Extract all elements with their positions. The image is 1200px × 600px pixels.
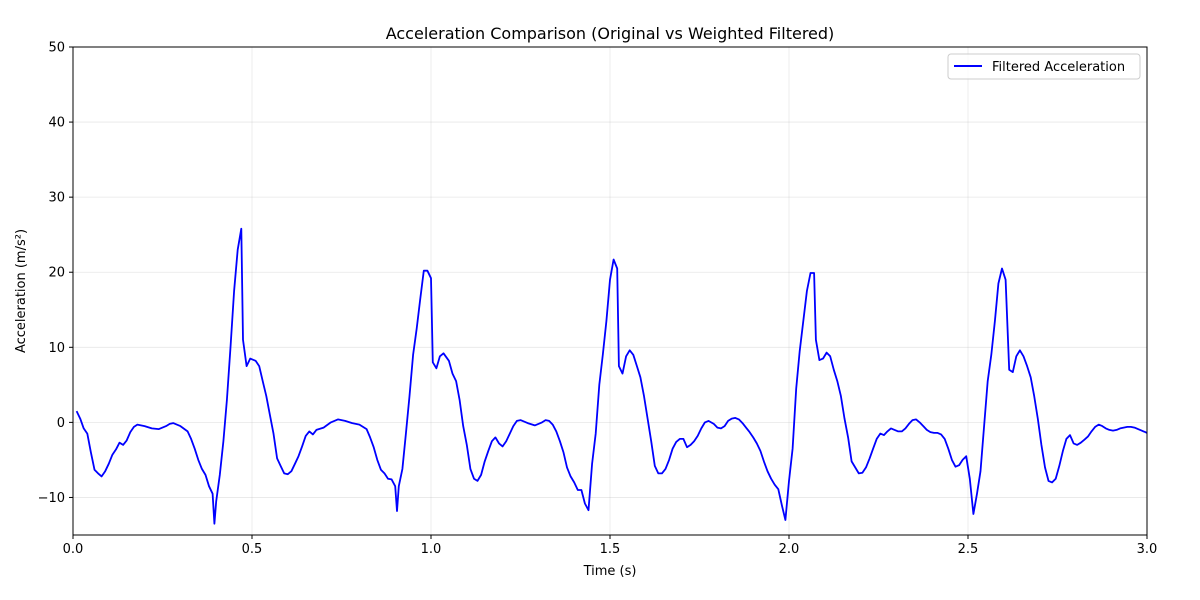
x-tick-label: 0.5 [242,542,263,557]
y-tick-label: 50 [48,41,65,56]
x-axis-label: Time (s) [583,564,637,579]
x-tick-label: 1.0 [421,542,442,557]
y-tick-label: 40 [48,116,65,131]
chart-title: Acceleration Comparison (Original vs Wei… [386,24,835,43]
x-tick-label: 1.5 [600,542,621,557]
series-line-filtered-acceleration [75,227,1148,525]
y-axis: −10 0 10 20 30 40 50 [38,41,73,506]
y-tick-label: 0 [57,416,65,431]
y-tick-label: 10 [48,341,65,356]
legend-label: Filtered Acceleration [992,60,1125,75]
x-tick-label: 2.0 [779,542,800,557]
y-tick-label: −10 [38,491,65,506]
y-axis-label: Acceleration (m/s²) [14,229,29,353]
x-tick-label: 2.5 [958,542,979,557]
y-tick-label: 30 [48,191,65,206]
x-tick-label: 0.0 [63,542,84,557]
x-tick-label: 3.0 [1137,542,1158,557]
legend-box [947,53,1141,80]
legend: Filtered Acceleration [947,53,1141,80]
data-series [75,227,1148,525]
y-tick-label: 20 [48,266,65,281]
x-axis: 0.0 0.5 1.0 1.5 2.0 2.5 3.0 [63,535,1158,557]
